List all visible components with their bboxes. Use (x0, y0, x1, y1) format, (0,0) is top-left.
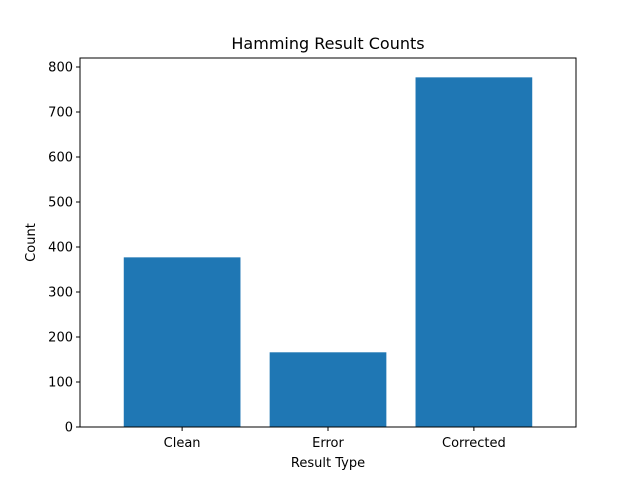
y-tick-label: 700 (48, 106, 73, 121)
x-axis-label: Result Type (291, 456, 365, 471)
x-tick-label: Corrected (442, 436, 506, 451)
x-tick-label: Clean (164, 436, 201, 451)
bar-corrected (415, 77, 533, 427)
y-tick-label: 600 (48, 151, 73, 166)
y-tick-label: 300 (48, 286, 73, 301)
bars-group (123, 77, 533, 427)
bar-clean (123, 257, 241, 427)
y-tick-label: 0 (65, 421, 73, 436)
y-tick-label: 500 (48, 196, 73, 211)
bar-error (269, 352, 387, 427)
plot-area-frame (79, 57, 577, 428)
y-tick-label: 800 (48, 61, 73, 76)
x-tick-label: Error (312, 436, 344, 451)
y-tick-label: 100 (48, 376, 73, 391)
y-axis-label: Count (24, 223, 39, 262)
x-axis-ticks: Clean Error Corrected (164, 427, 506, 451)
chart-title: Hamming Result Counts (231, 34, 424, 53)
y-tick-label: 400 (48, 241, 73, 256)
y-axis-ticks: 0 100 200 300 400 500 600 700 800 (48, 61, 80, 436)
y-tick-label: 200 (48, 331, 73, 346)
